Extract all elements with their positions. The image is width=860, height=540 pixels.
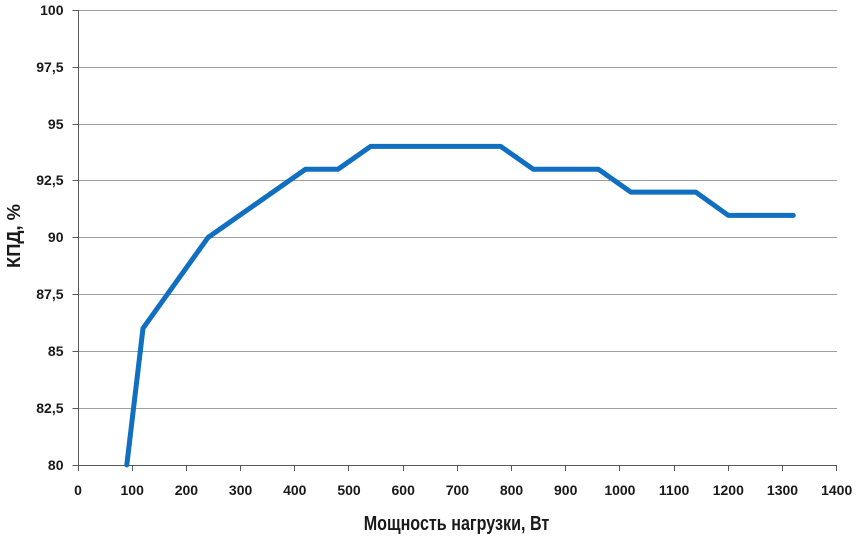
svg-text:0: 0 <box>74 482 82 498</box>
svg-text:1200: 1200 <box>713 482 744 498</box>
svg-text:1100: 1100 <box>659 482 690 498</box>
svg-text:700: 700 <box>446 482 470 498</box>
svg-text:97,5: 97,5 <box>36 59 63 75</box>
svg-text:80: 80 <box>48 457 64 473</box>
svg-text:500: 500 <box>337 482 361 498</box>
svg-text:90: 90 <box>48 229 64 245</box>
svg-text:85: 85 <box>48 343 64 359</box>
svg-text:400: 400 <box>283 482 307 498</box>
svg-text:100: 100 <box>40 2 64 18</box>
svg-text:1000: 1000 <box>604 482 635 498</box>
svg-text:87,5: 87,5 <box>36 286 63 302</box>
svg-text:600: 600 <box>392 482 416 498</box>
svg-text:КПД, %: КПД, % <box>4 204 24 268</box>
svg-text:92,5: 92,5 <box>36 172 63 188</box>
svg-text:100: 100 <box>121 482 145 498</box>
svg-text:1400: 1400 <box>821 482 852 498</box>
svg-text:1300: 1300 <box>767 482 798 498</box>
svg-text:Мощность нагрузки, Вт: Мощность нагрузки, Вт <box>364 513 550 535</box>
svg-text:300: 300 <box>229 482 253 498</box>
svg-text:900: 900 <box>554 482 578 498</box>
svg-text:95: 95 <box>48 116 64 132</box>
svg-text:800: 800 <box>500 482 524 498</box>
svg-text:82,5: 82,5 <box>36 400 63 416</box>
svg-text:200: 200 <box>175 482 199 498</box>
